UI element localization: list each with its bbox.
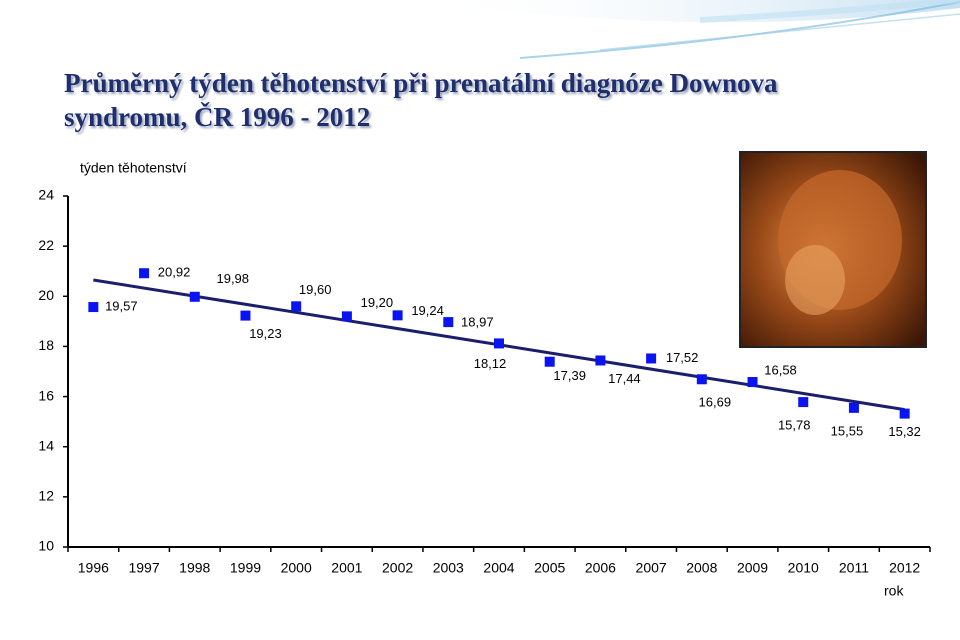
marker <box>798 397 809 408</box>
value-label: 18,12 <box>474 356 507 371</box>
y-tick-label: 14 <box>38 437 54 453</box>
x-axis-label: rok <box>884 583 904 599</box>
value-label: 19,23 <box>249 326 282 341</box>
marker <box>544 356 555 367</box>
ultrasound-photo <box>739 151 927 348</box>
value-label: 16,69 <box>699 395 732 410</box>
x-tick-label: 1998 <box>179 560 210 576</box>
marker <box>494 338 504 349</box>
marker <box>696 374 707 385</box>
x-tick-label: 2006 <box>585 560 616 576</box>
x-tick-label: 2003 <box>433 560 464 576</box>
decoration <box>420 0 960 59</box>
marker <box>139 268 150 279</box>
x-tick-label: 2010 <box>788 560 819 576</box>
marker <box>646 353 657 364</box>
x-tick-label: 1996 <box>78 560 109 576</box>
x-tick-label: 2005 <box>534 560 565 576</box>
value-label: 19,57 <box>105 299 138 314</box>
value-label: 19,20 <box>361 295 394 310</box>
x-tick-label: 1997 <box>128 560 159 576</box>
value-label: 16,58 <box>764 362 797 377</box>
y-tick-label: 16 <box>38 387 54 403</box>
x-tick-label: 2011 <box>839 560 869 576</box>
value-label: 15,78 <box>778 418 811 433</box>
x-tick-label: 2009 <box>737 560 768 576</box>
x-tick-label: 1999 <box>230 560 261 576</box>
x-tick-label: 2008 <box>686 560 717 576</box>
marker <box>88 302 99 313</box>
value-label: 19,24 <box>411 303 444 318</box>
value-label: 17,39 <box>553 368 586 383</box>
value-label: 20,92 <box>158 265 191 280</box>
marker <box>291 301 302 312</box>
x-tick-label: 2004 <box>483 560 514 576</box>
marker <box>341 311 352 322</box>
value-label: 19,60 <box>299 282 332 297</box>
x-tick-label: 2007 <box>636 560 667 576</box>
chart-title: Průměrný týden těhotenství při prenatáln… <box>64 68 778 132</box>
value-label: 15,32 <box>888 424 921 439</box>
y-tick-label: 22 <box>38 237 54 253</box>
marker <box>443 317 454 328</box>
marker <box>595 355 606 366</box>
x-tick-label: 2001 <box>331 560 362 576</box>
value-label: 17,52 <box>666 350 699 365</box>
y-tick-label: 12 <box>38 488 54 504</box>
y-tick-label: 10 <box>38 538 54 554</box>
marker <box>240 310 251 321</box>
x-tick-label: 2002 <box>382 560 413 576</box>
y-tick-label: 24 <box>38 187 54 203</box>
value-label: 19,98 <box>216 271 249 286</box>
x-tick-label: 2012 <box>889 560 920 576</box>
value-label: 18,97 <box>461 315 494 330</box>
marker <box>899 408 910 419</box>
marker <box>848 402 859 413</box>
y-tick-label: 18 <box>38 337 54 353</box>
x-tick-label: 2000 <box>281 560 312 576</box>
y-axis-label: týden těhotenství <box>80 160 187 176</box>
y-tick-label: 20 <box>38 287 54 303</box>
marker <box>392 310 403 321</box>
marker <box>747 377 758 388</box>
marker <box>189 291 200 302</box>
value-label: 17,44 <box>608 371 641 386</box>
value-label: 15,55 <box>831 423 864 438</box>
